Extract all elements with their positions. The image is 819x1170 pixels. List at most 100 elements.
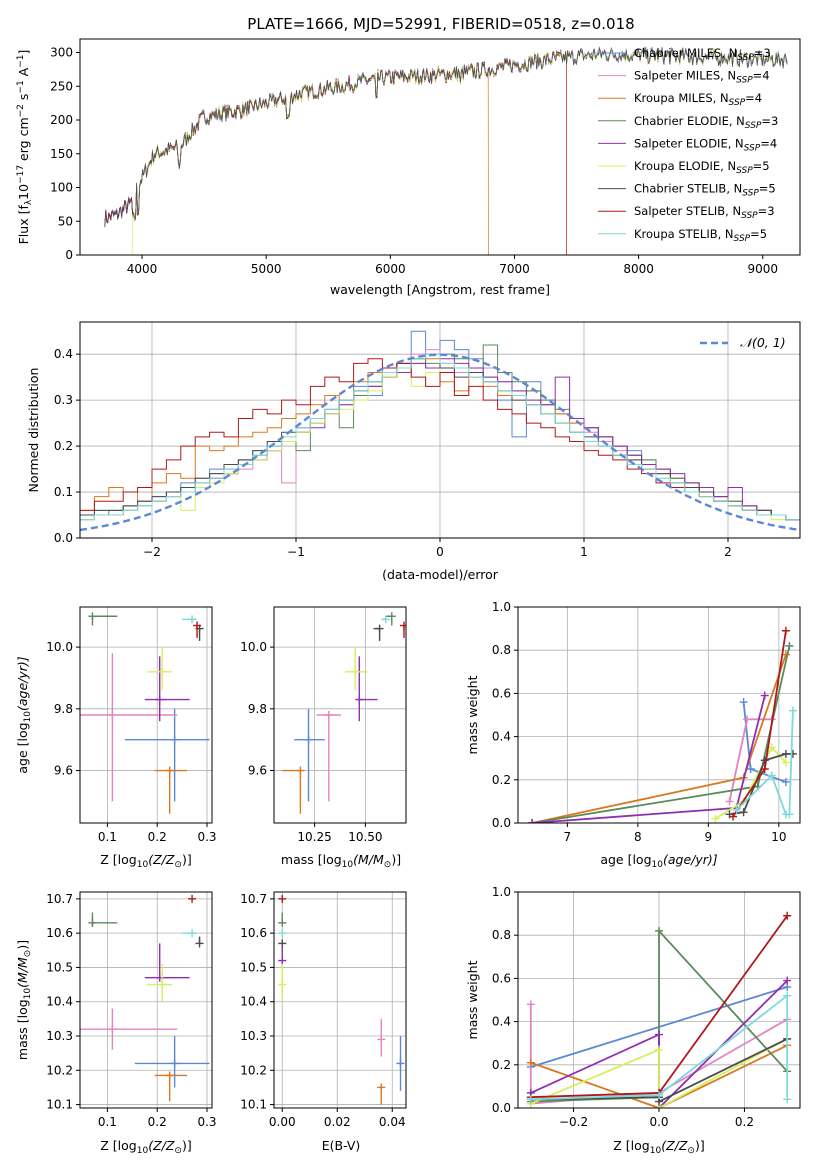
legend-entry: Salpeter ELODIE, NSSP=4 — [634, 136, 777, 153]
y-tick-label: 0.6 — [492, 686, 511, 700]
x-tick-label: 5000 — [251, 262, 282, 276]
errorbar-kroupa-stelib — [278, 929, 287, 938]
legend-entry: Kroupa MILES, NSSP=4 — [634, 91, 762, 108]
x-tick-label: 9 — [705, 830, 713, 844]
age-vs-z-axes: 0.1 0.2 0.3 9.6 9.8 10.0 age [log10(age/yr)] Z … — [15, 606, 217, 870]
weight-vs-z-x-label: Z [log10(Z/Z⊙)] — [613, 1138, 704, 1156]
y-tick-label: 0.2 — [54, 439, 73, 453]
y-tick-label: 0.2 — [492, 773, 511, 787]
weight-vs-age-y-label: mass weight — [465, 675, 480, 754]
weight-marker — [788, 706, 797, 715]
mass-vs-z-x-label: Z [log10(Z/Z⊙)] — [100, 1138, 191, 1156]
x-tick-label: 0.1 — [98, 830, 117, 844]
weight-marker — [760, 691, 769, 700]
weight-line-kroupa-elodie — [530, 1038, 788, 1108]
errorbar-salpeter-elodie — [278, 946, 287, 965]
errorbar-salpeter-elodie — [355, 656, 378, 722]
spectrum-x-label: wavelength [Angstrom, rest frame] — [330, 282, 550, 297]
spectrum-legend: Chabrier MILES, NSSP=3 Salpeter MILES, NS… — [598, 46, 778, 244]
weight-marker — [781, 749, 790, 758]
age-vs-mass-grid — [274, 607, 406, 823]
weight-marker — [788, 749, 797, 758]
age-vs-mass-axes: 10.25 10.50 9.6 9.8 10.0 mass [log10(M/M⊙)] — [240, 606, 407, 870]
errorbar-chabrier-stelib — [195, 936, 204, 948]
spectrum-axes: 4000 5000 6000 7000 8000 9000 0 50 100 150 200 250 3… — [16, 38, 801, 297]
age-vs-z-y-label: age [log10(age/yr)] — [15, 656, 33, 773]
y-tick-label: 10.6 — [240, 926, 267, 940]
y-tick-label: 0.4 — [492, 730, 511, 744]
errorbar-chabrier-elodie — [88, 912, 118, 927]
age-vs-z-x-label: Z [log10(Z/Z⊙)] — [100, 852, 191, 870]
residuals-axes: −2 −1 0 1 2 0.0 0.1 0.2 0.3 0.4 Normed distributio… — [26, 321, 801, 582]
x-tick-label: 0.02 — [324, 1115, 351, 1129]
legend-entry: Kroupa ELODIE, NSSP=5 — [634, 159, 770, 176]
weight-marker — [767, 771, 776, 780]
y-tick-label: 0.3 — [54, 393, 73, 407]
age-vs-mass-plot-area — [282, 612, 406, 814]
y-tick-label: 0.0 — [492, 816, 511, 830]
errorbar-chabrier-stelib — [278, 939, 287, 948]
y-tick-label: 10.4 — [46, 995, 73, 1009]
y-tick-label: 150 — [50, 147, 73, 161]
errorbar-salpeter-elodie — [144, 656, 190, 722]
y-tick-label: 10.3 — [46, 1029, 73, 1043]
weight-marker — [743, 715, 752, 724]
age-vs-z-plot-area — [80, 612, 210, 814]
x-tick-label: 2 — [724, 545, 732, 559]
age-vs-z-grid — [80, 607, 212, 823]
y-tick-label: 10.3 — [240, 1029, 267, 1043]
weight-marker — [526, 1095, 535, 1104]
errorbar-salpeter-miles — [80, 1008, 178, 1050]
x-tick-label: 7000 — [499, 262, 530, 276]
y-tick-label: 0.8 — [492, 643, 511, 657]
mass-vs-z-frame — [79, 891, 213, 1109]
y-tick-label: 0.6 — [492, 971, 511, 985]
errorbar-salpeter-miles — [377, 1018, 386, 1057]
errorbar-chabrier-miles — [396, 1036, 405, 1091]
errorbar-chabrier-miles — [294, 708, 325, 802]
x-tick-label: 10 — [771, 830, 786, 844]
weight-marker — [655, 1091, 663, 1100]
x-tick-label: 9000 — [747, 262, 778, 276]
weight-vs-age-x-label: age [log10(age/yr)] — [600, 852, 717, 870]
weight-vs-age-frame — [517, 606, 801, 824]
weight-marker — [785, 810, 794, 819]
age-vs-z-frame — [79, 606, 213, 824]
legend-entry: Chabrier MILES, NSSP=3 — [634, 46, 771, 63]
mass-vs-ebv-axes: 0.00 0.02 0.04 10.1 10.2 10.3 10.4 10.5 10.6 10.7… — [240, 891, 407, 1153]
x-tick-label: 8 — [634, 830, 642, 844]
y-tick-label: 10.6 — [46, 926, 73, 940]
weight-vs-z-y-label: mass weight — [465, 960, 480, 1039]
age-vs-mass-x-label: mass [log10(M/M⊙)] — [281, 852, 401, 870]
x-tick-label: 1 — [580, 545, 588, 559]
weight-marker — [781, 626, 790, 635]
y-tick-label: 10.7 — [240, 892, 267, 906]
x-tick-label: 10.25 — [297, 830, 331, 844]
y-tick-label: 10.5 — [46, 960, 73, 974]
errorbar-chabrier-miles — [134, 1036, 210, 1088]
x-tick-label: 0 — [436, 545, 444, 559]
y-tick-label: 300 — [50, 46, 73, 60]
weight-marker — [655, 1030, 663, 1039]
y-tick-label: 9.6 — [54, 764, 73, 778]
weight-marker — [783, 911, 792, 920]
y-tick-label: 50 — [58, 214, 73, 228]
errorbar-chabrier-elodie — [88, 612, 118, 626]
spectrum-line-chabrier-stelib — [104, 46, 788, 226]
legend-entry: 𝒩(0, 1) — [740, 335, 786, 350]
weight-line-kroupa-elodie — [714, 745, 787, 820]
spectrum-y-label: Flux [fλ10−17 erg cm−2 s−1 A−1] — [16, 50, 34, 245]
weight-marker — [725, 797, 734, 806]
age-vs-mass-frame — [273, 606, 407, 824]
x-tick-label: 8000 — [623, 262, 654, 276]
weight-marker — [760, 756, 769, 765]
weight-marker — [528, 819, 537, 823]
weight-line-chabrier-elodie — [530, 928, 788, 1103]
errorbar-kroupa-elodie — [345, 647, 368, 691]
legend-entry: Salpeter STELIB, NSSP=3 — [634, 204, 775, 221]
legend-entry: Chabrier STELIB, NSSP=5 — [634, 182, 776, 199]
spectrum-frame — [79, 38, 801, 256]
residuals-plot-area — [80, 330, 800, 532]
